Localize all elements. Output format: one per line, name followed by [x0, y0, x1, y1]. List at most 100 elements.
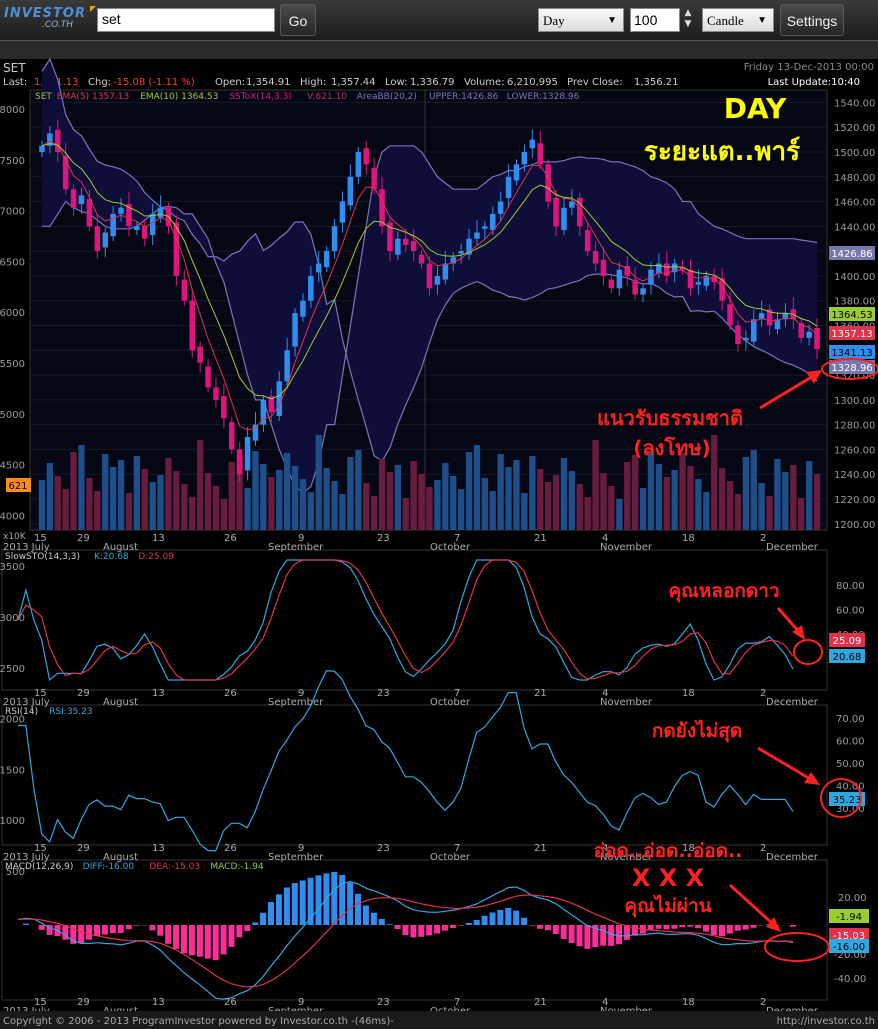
macd-hist-bar — [521, 917, 528, 925]
macd-hist-bar — [750, 925, 757, 928]
volume-bar — [125, 493, 133, 530]
candle-body — [94, 226, 101, 252]
macd-hist-bar — [576, 925, 583, 947]
macd-hist-bar — [196, 925, 203, 957]
macd-hist-bar — [370, 912, 377, 925]
sto-d-line — [17, 559, 794, 681]
volume-bar — [545, 482, 552, 530]
x-axis-tick: 9 — [298, 533, 304, 544]
macd-hist-bar — [109, 925, 116, 934]
sto-tag: 20.68 — [833, 652, 862, 663]
x-axis-tick: 18 — [682, 997, 695, 1008]
legend-item: RSI(14) — [5, 707, 38, 717]
volume-bar — [418, 474, 425, 530]
volume-tag-bg — [6, 478, 31, 492]
x-axis-tick: 23 — [377, 688, 390, 699]
symbol-search-input[interactable]: set — [97, 8, 275, 32]
x-axis-tick: 13 — [152, 997, 165, 1008]
volume-bar — [220, 499, 227, 530]
volume-bar — [323, 468, 330, 530]
macd-hist-bar — [331, 871, 338, 925]
bar-count-spinner[interactable]: ▲ ▼ — [682, 8, 694, 32]
candle-body — [221, 396, 227, 419]
macd-hist-bar — [38, 925, 45, 930]
legend-item: MACD:-1.94 — [210, 862, 264, 872]
candle-body — [300, 300, 306, 317]
quote-value: 6,210,995 — [507, 77, 558, 88]
macd-hist-bar — [394, 925, 401, 930]
volume-bar — [86, 478, 93, 530]
candle-body — [490, 213, 496, 230]
macd-tag: -16.00 — [833, 942, 865, 953]
volume-axis-tick: 5500 — [0, 359, 25, 370]
settings-button[interactable]: Settings — [780, 4, 844, 36]
investor-logo[interactable]: INVESTOR .CO.TH — [4, 6, 96, 34]
candle-body — [316, 263, 322, 273]
candle-body — [244, 437, 251, 471]
macd-hist-bar — [78, 925, 85, 944]
x-axis-tick: 18 — [682, 533, 695, 544]
macd-hist-bar — [22, 923, 29, 925]
quote-key: Prev Close: — [567, 77, 623, 88]
x-axis-tick: 4 — [602, 997, 608, 1008]
x-axis-month: December — [766, 542, 819, 553]
volume-axis-tick: 6500 — [0, 257, 25, 268]
candle-body — [656, 263, 662, 274]
x-axis-month: September — [268, 542, 324, 553]
macd-hist-bar — [315, 875, 322, 925]
candle-body — [323, 251, 330, 268]
candle-body — [418, 254, 425, 264]
candle-body — [102, 232, 108, 248]
candle-body — [774, 319, 781, 330]
volume-bar — [394, 465, 401, 530]
candle-body — [497, 201, 504, 214]
spin-up-icon[interactable]: ▲ — [684, 8, 692, 18]
volume-bar — [552, 475, 560, 530]
arrow-head-icon — [806, 370, 822, 384]
volume-bar — [402, 498, 409, 530]
candle-body — [751, 319, 757, 342]
x-axis-tick: 29 — [77, 843, 90, 854]
annotation-macd-2: X X X — [632, 864, 705, 892]
candle-body — [814, 328, 820, 350]
spin-down-icon[interactable]: ▼ — [684, 19, 692, 29]
candle-body — [284, 350, 290, 382]
volume-bar — [386, 472, 394, 530]
price-tag: 1364.53 — [831, 310, 872, 321]
macd-hist-bar — [687, 925, 694, 927]
macd-hist-bar — [655, 925, 662, 929]
macd-hist-bar — [703, 925, 709, 932]
macd-hist-bar — [434, 925, 441, 934]
x-axis-tick: 21 — [534, 997, 547, 1008]
macd-hist-bar — [663, 925, 670, 930]
annotation-support-sub: (ลงโทษ) — [633, 436, 710, 460]
bollinger-upper-line — [42, 145, 818, 494]
volume-bar — [529, 456, 536, 530]
volume-bar — [616, 499, 623, 530]
candle-body — [545, 164, 551, 202]
macd-hist-bar — [62, 925, 69, 940]
bar-count-input[interactable]: 100 — [630, 8, 680, 32]
volume-bar — [62, 489, 69, 530]
candle-body — [743, 337, 749, 341]
period-select[interactable]: Day ▼ — [538, 8, 624, 32]
volume-bar — [687, 466, 694, 530]
chart-type-select[interactable]: Candle ▼ — [702, 8, 774, 32]
x-axis-month: December — [766, 697, 819, 708]
candle-body — [189, 300, 195, 351]
macd-hist-bar — [679, 925, 686, 928]
quote-value: 1,336.79 — [410, 77, 455, 88]
macd-hist-bar — [212, 925, 219, 961]
candle-body — [798, 323, 804, 338]
volume-bar — [252, 451, 259, 530]
macd-tag: -1.94 — [836, 912, 862, 923]
go-button[interactable]: Go — [280, 4, 316, 36]
sto-axis-tick: 80.00 — [836, 581, 865, 592]
footer-link[interactable]: http://investor.co.th — [777, 1016, 875, 1027]
candle-body — [118, 207, 124, 214]
macd-axis-tick: 20.00 — [838, 893, 867, 904]
volume-bar — [465, 452, 473, 530]
price-tag: 1341.13 — [831, 348, 872, 359]
ema10-line — [41, 142, 818, 400]
